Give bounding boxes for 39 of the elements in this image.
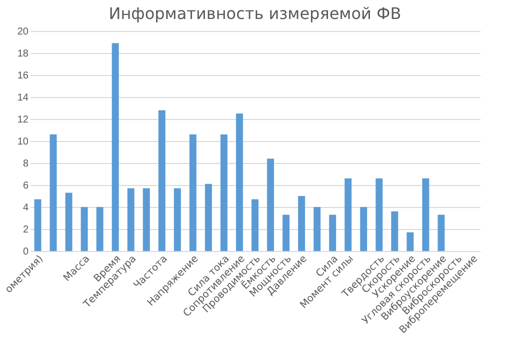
y-tick-label: 8 [22, 158, 29, 170]
bar [34, 199, 42, 251]
bar [344, 178, 352, 251]
bar [360, 207, 368, 251]
bar [80, 207, 88, 251]
bar [376, 178, 383, 251]
bar [96, 207, 104, 251]
y-tick-label: 2 [22, 224, 29, 236]
bar [204, 184, 212, 251]
bar [127, 188, 134, 251]
bar [112, 43, 119, 251]
bar [422, 178, 430, 251]
bar [406, 232, 414, 251]
chart-title: Информативность измеряемой ФВ [108, 4, 402, 23]
bar [391, 211, 398, 251]
bar [252, 199, 258, 251]
bar [220, 134, 228, 251]
y-tick-label: 14 [17, 92, 29, 104]
bar [50, 134, 57, 251]
bar [174, 188, 181, 251]
bar [329, 214, 336, 251]
bar [282, 214, 290, 251]
y-tick-label: 18 [17, 48, 29, 60]
y-tick-label: 20 [17, 26, 29, 38]
bar [298, 196, 306, 251]
y-tick-label: 12 [17, 114, 29, 126]
bar [314, 207, 321, 251]
y-tick-label: 16 [17, 70, 29, 82]
bar [236, 114, 243, 251]
bar [267, 158, 274, 251]
bar [65, 192, 72, 251]
bar [438, 214, 445, 251]
bar [142, 188, 150, 251]
y-tick-label: 10 [17, 136, 29, 148]
y-tick-label: 0 [22, 246, 29, 258]
bar [189, 134, 196, 251]
y-tick-label: 4 [22, 202, 29, 214]
bar [158, 110, 166, 251]
y-tick-label: 6 [22, 180, 29, 192]
